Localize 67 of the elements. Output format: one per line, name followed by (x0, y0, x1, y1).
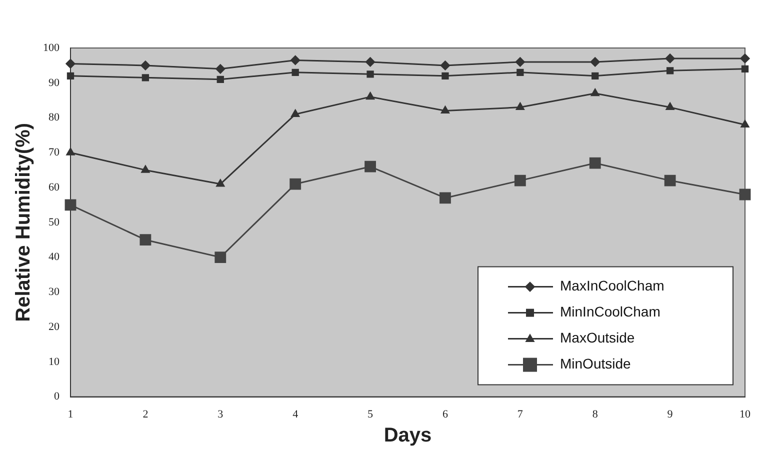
point (366, 70, 374, 78)
legend-label: MaxOutside (560, 330, 635, 346)
point (140, 234, 152, 246)
y-axis-title: Relative Humidity(%) (12, 122, 35, 322)
x-tick-label: 4 (292, 408, 299, 420)
legend-label: MinInCoolCham (560, 304, 660, 320)
point (592, 72, 599, 80)
point (516, 68, 524, 76)
legend-label: MinOutside (560, 356, 632, 372)
x-tick-label: 2 (142, 408, 148, 420)
x-tick-label: 10 (740, 408, 751, 420)
y-tick-label: 60 (48, 181, 60, 194)
x-tick-label: 9 (667, 408, 674, 420)
point (666, 102, 674, 110)
y-tick-label: 10 (48, 356, 60, 368)
x-tick-label: 3 (218, 408, 224, 420)
point (292, 68, 299, 76)
x-tick-label: 8 (592, 408, 598, 420)
point (216, 64, 226, 74)
y-tick-label: 0 (54, 390, 60, 403)
point (364, 160, 376, 172)
point (589, 157, 601, 169)
point (216, 76, 224, 83)
point (366, 92, 374, 100)
point (514, 174, 526, 186)
point (442, 72, 449, 80)
point (216, 179, 225, 187)
point (665, 54, 675, 64)
y-tick-label: 90 (48, 76, 60, 89)
point (64, 199, 76, 211)
y-tick-label: 100 (43, 42, 60, 54)
point (440, 192, 451, 204)
x-tick-label: 7 (517, 408, 524, 420)
y-tick-label: 20 (48, 320, 60, 333)
point (740, 54, 750, 64)
point (666, 67, 674, 74)
x-tick-label: 5 (368, 408, 374, 420)
point (739, 188, 751, 200)
point (66, 148, 75, 156)
point (366, 57, 376, 67)
point (290, 55, 300, 65)
x-tick-label: 1 (68, 408, 74, 420)
point (590, 88, 600, 96)
point (516, 102, 524, 110)
point (66, 72, 74, 80)
point (140, 60, 150, 70)
point (441, 106, 450, 114)
point (66, 58, 76, 68)
y-tick-label: 70 (48, 146, 60, 159)
point (664, 174, 676, 186)
point (141, 165, 150, 173)
point (440, 60, 450, 70)
x-axis-title: Days (384, 424, 432, 447)
point (741, 65, 749, 73)
y-tick-label: 50 (48, 216, 60, 228)
point (214, 252, 226, 263)
point (590, 57, 600, 67)
y-tick-label: 80 (48, 112, 60, 124)
y-tick-label: 30 (48, 286, 60, 298)
point (291, 110, 300, 118)
x-tick-label: 6 (442, 408, 448, 420)
point (515, 57, 525, 67)
legend-label: MaxInCoolCham (560, 278, 664, 294)
y-tick-label: 40 (48, 251, 60, 264)
point (740, 120, 750, 128)
point (142, 74, 150, 82)
point (290, 178, 302, 190)
